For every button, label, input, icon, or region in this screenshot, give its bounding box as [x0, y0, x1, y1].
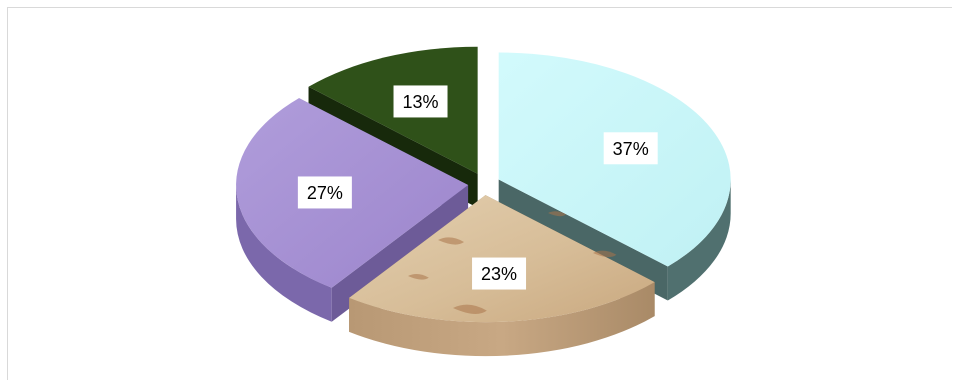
data-label-text: 13%	[403, 92, 439, 112]
data-label-27: 27%	[297, 176, 352, 209]
data-label-23: 23%	[472, 257, 527, 290]
pie-chart: 37% 23% 27% 13%	[236, 46, 731, 357]
texture-mark	[438, 237, 464, 245]
data-label-text: 23%	[481, 264, 517, 284]
data-label-box	[297, 176, 352, 209]
data-label-box	[603, 132, 658, 165]
texture-mark	[408, 273, 429, 280]
texture-mark	[593, 250, 617, 258]
data-label-37: 37%	[603, 132, 658, 165]
slice-side-wall	[236, 185, 332, 322]
slice-side-wall	[667, 179, 731, 301]
texture-mark	[453, 304, 487, 314]
slice-top-face	[308, 46, 478, 174]
chart-area: 37% 23% 27% 13%	[7, 7, 952, 380]
data-label-13: 13%	[393, 85, 448, 118]
slice-side-wall	[349, 282, 655, 357]
data-label-box	[472, 257, 527, 290]
texture-mark	[548, 211, 567, 217]
data-label-box	[393, 85, 448, 118]
data-label-text: 27%	[307, 183, 343, 203]
slice-top-face	[236, 98, 469, 288]
data-label-text: 37%	[613, 139, 649, 159]
